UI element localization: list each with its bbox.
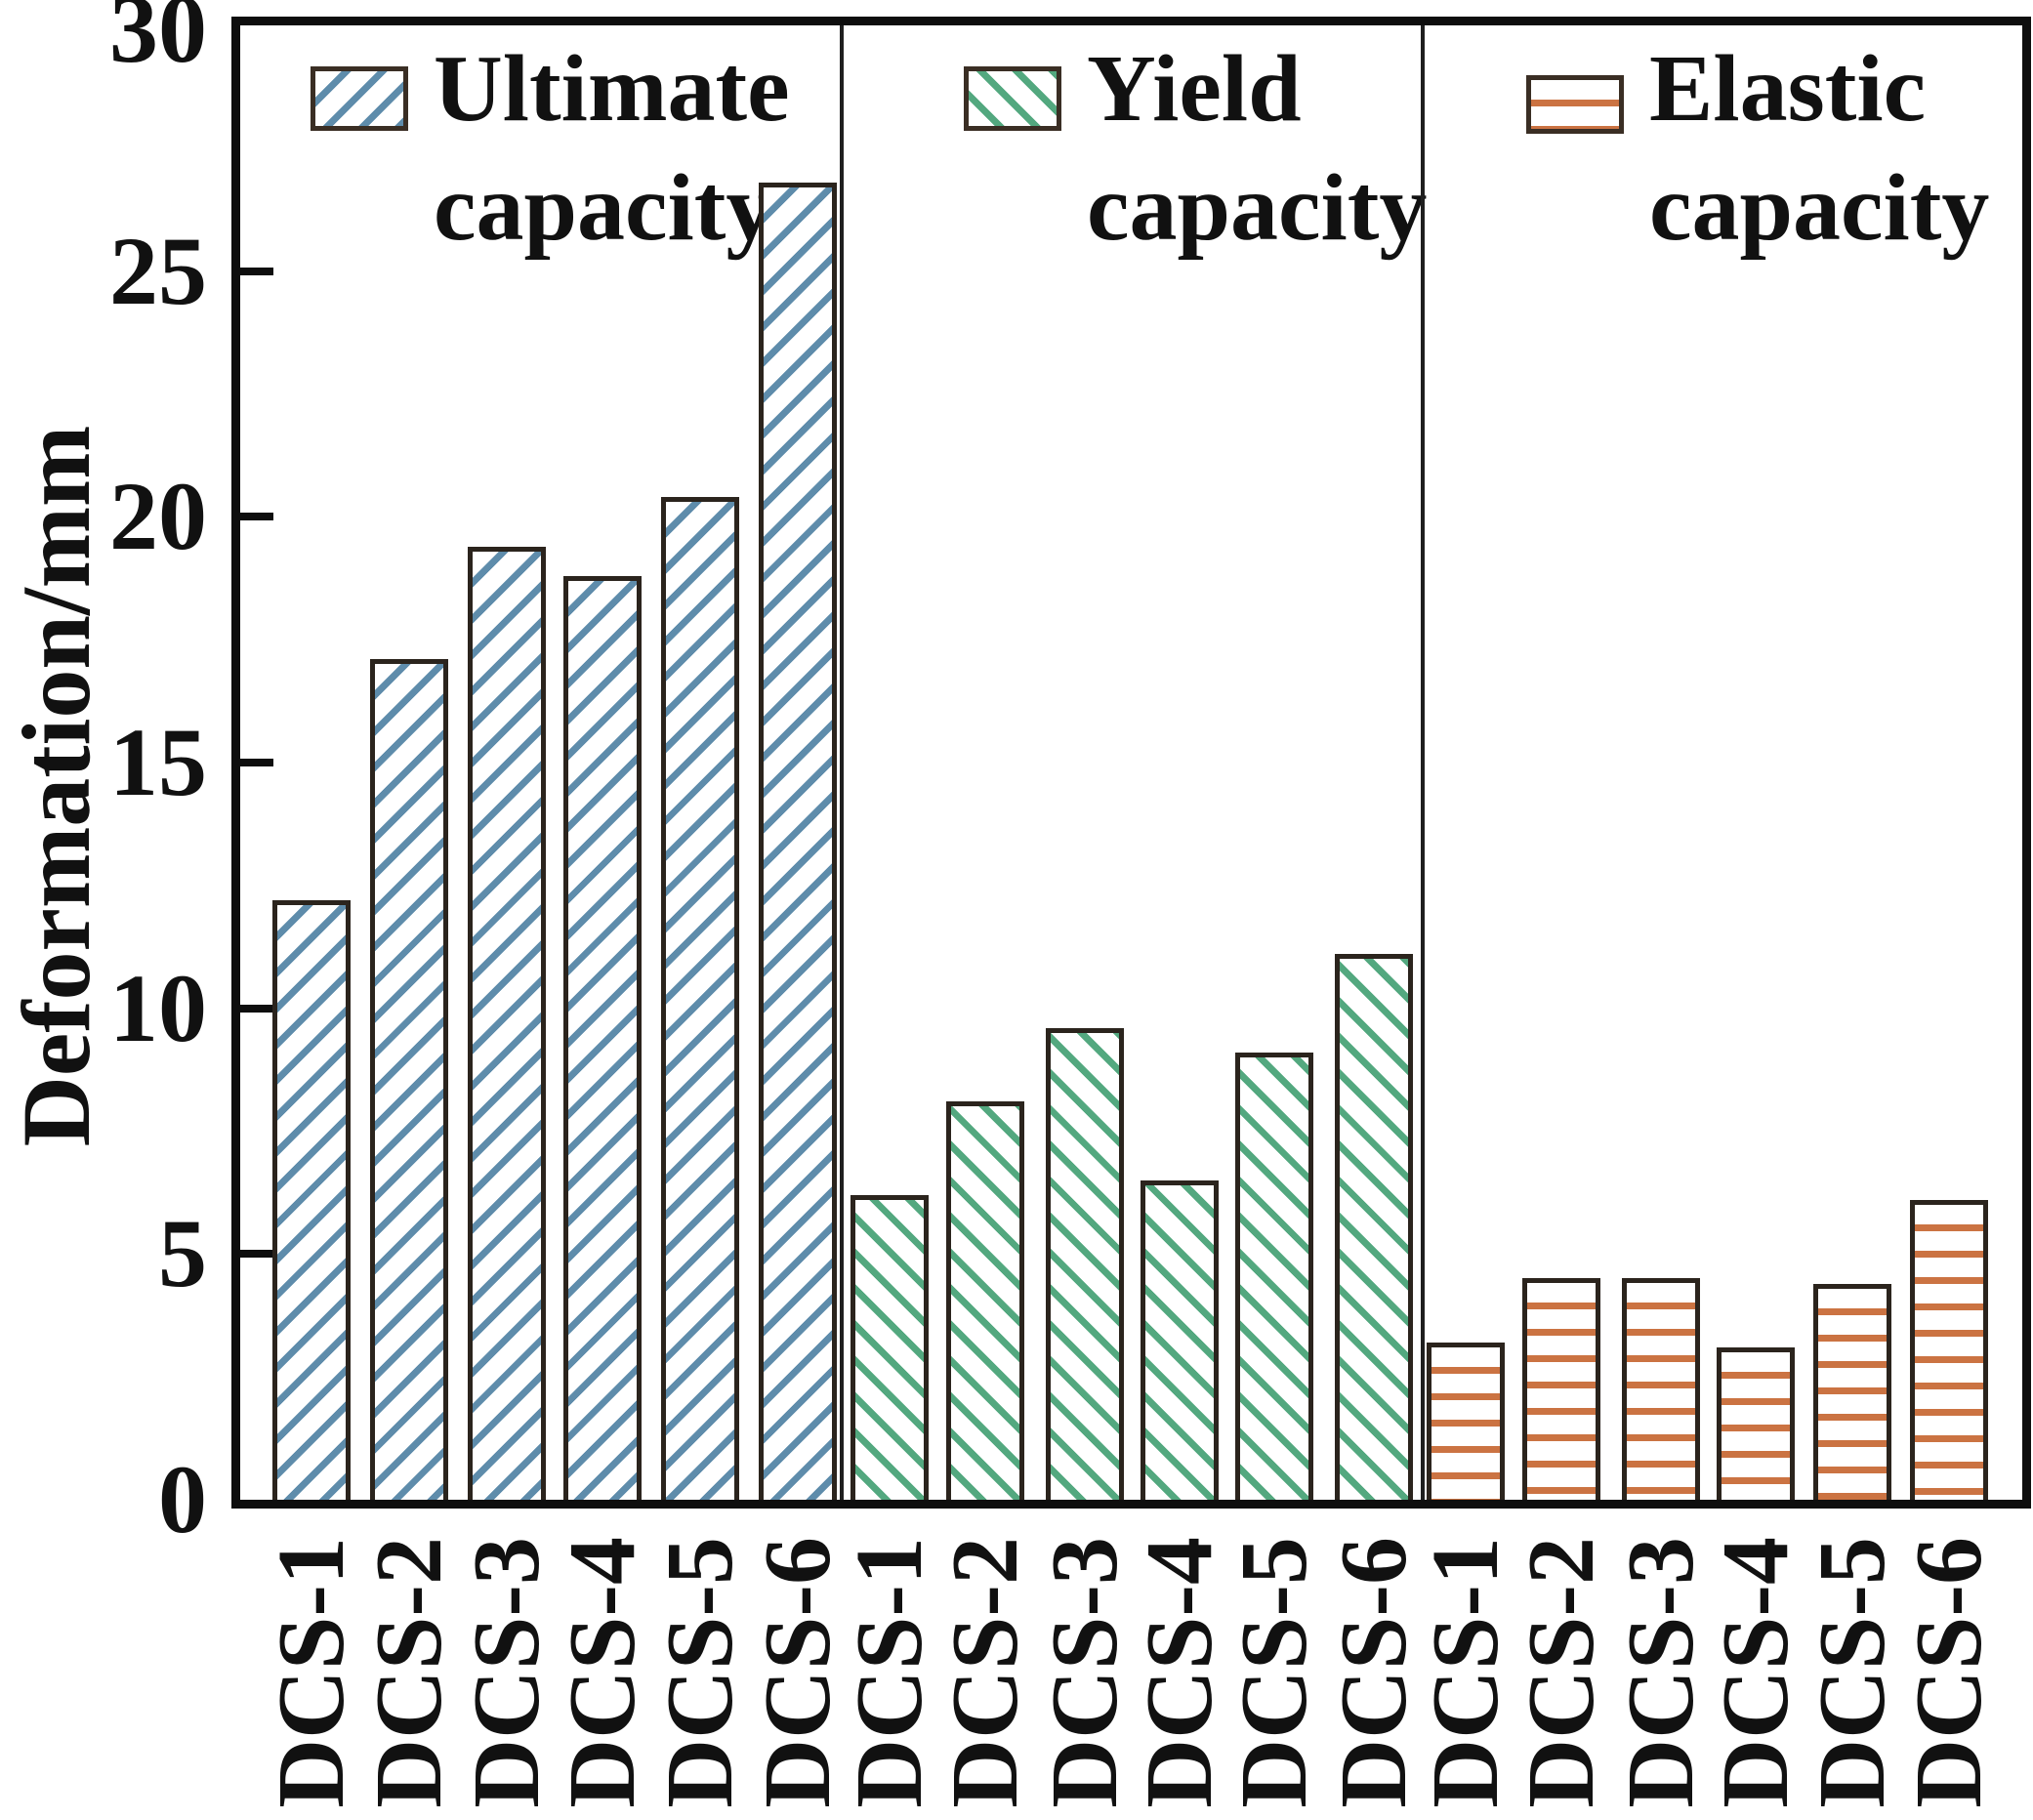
x-tick-label-elastic-dcs-4: DCS-4 — [1703, 1537, 1808, 1808]
bar-ultimate-dcs-2 — [370, 659, 448, 1500]
x-tick-label-elastic-dcs-5: DCS-5 — [1800, 1537, 1905, 1808]
bar-ultimate-dcs-1 — [272, 900, 351, 1500]
group-divider — [1421, 25, 1425, 1500]
bar-yield-dcs-6 — [1335, 954, 1413, 1500]
plot-area: Ultimate capacity Yield capacity Elastic… — [231, 17, 2031, 1509]
legend-label-line: Yield — [1087, 36, 1302, 142]
bar-yield-dcs-2 — [946, 1101, 1024, 1500]
legend-label-line: capacity — [434, 155, 774, 261]
bar-elastic-dcs-6 — [1910, 1200, 1988, 1500]
bar-elastic-dcs-5 — [1813, 1284, 1891, 1500]
x-tick-label-elastic-dcs-1: DCS-1 — [1413, 1537, 1518, 1808]
legend-item-ultimate: Ultimate capacity — [311, 29, 790, 268]
bar-ultimate-dcs-3 — [468, 547, 546, 1500]
x-tick-label-ultimate-dcs-6: DCS-6 — [745, 1537, 851, 1808]
x-tick-label-ultimate-dcs-1: DCS-1 — [259, 1537, 364, 1808]
y-axis-tick — [240, 1250, 273, 1259]
y-axis-tick — [240, 513, 273, 521]
legend-item-elastic: Elastic capacity — [1526, 29, 1989, 268]
x-tick-label-ultimate-dcs-3: DCS-3 — [454, 1537, 560, 1808]
bar-yield-dcs-3 — [1046, 1028, 1124, 1500]
x-tick-label-ultimate-dcs-4: DCS-4 — [550, 1537, 655, 1808]
bar-ultimate-dcs-6 — [759, 183, 837, 1500]
group-divider — [840, 25, 844, 1500]
legend-label-ultimate: Ultimate capacity — [434, 29, 790, 268]
y-tick-label: 25 — [109, 216, 207, 325]
bar-yield-dcs-4 — [1141, 1180, 1219, 1500]
y-axis-tick — [240, 1004, 273, 1013]
x-tick-label-yield-dcs-1: DCS-1 — [837, 1537, 942, 1808]
legend-label-yield: Yield capacity — [1087, 29, 1427, 268]
x-tick-label-ultimate-dcs-2: DCS-2 — [356, 1537, 462, 1808]
legend-swatch-yield-hatch-icon — [964, 66, 1061, 131]
legend-label-elastic: Elastic capacity — [1649, 29, 1989, 268]
bar-elastic-dcs-4 — [1717, 1347, 1795, 1500]
legend-swatch-elastic-hatch-icon — [1526, 75, 1624, 134]
x-tick-label-yield-dcs-2: DCS-2 — [933, 1537, 1038, 1808]
legend-swatch-ultimate-hatch-icon — [311, 66, 408, 131]
x-tick-label-yield-dcs-5: DCS-5 — [1222, 1537, 1327, 1808]
legend-label-line: capacity — [1649, 155, 1990, 261]
x-tick-label-elastic-dcs-2: DCS-2 — [1509, 1537, 1614, 1808]
bar-elastic-dcs-1 — [1427, 1343, 1505, 1500]
y-axis-tick — [240, 267, 273, 275]
y-tick-label: 0 — [158, 1445, 207, 1553]
bar-elastic-dcs-2 — [1522, 1278, 1600, 1500]
x-tick-label-elastic-dcs-6: DCS-6 — [1896, 1537, 2002, 1808]
x-tick-label-ultimate-dcs-5: DCS-5 — [647, 1537, 753, 1808]
x-tick-label-elastic-dcs-3: DCS-3 — [1608, 1537, 1714, 1808]
y-tick-label: 10 — [109, 953, 207, 1062]
y-axis-tick — [240, 759, 273, 766]
x-tick-label-yield-dcs-3: DCS-3 — [1032, 1537, 1138, 1808]
legend-label-line: Elastic — [1649, 36, 1927, 142]
y-tick-label: 30 — [109, 0, 207, 83]
x-tick-label-yield-dcs-4: DCS-4 — [1127, 1537, 1232, 1808]
bar-elastic-dcs-3 — [1622, 1278, 1700, 1500]
legend-label-line: Ultimate — [434, 36, 790, 142]
legend-label-line: capacity — [1087, 155, 1428, 261]
bar-yield-dcs-1 — [851, 1195, 929, 1500]
bar-ultimate-dcs-4 — [563, 576, 642, 1500]
x-tick-label-yield-dcs-6: DCS-6 — [1321, 1537, 1427, 1808]
bar-ultimate-dcs-5 — [661, 497, 739, 1500]
y-tick-label: 20 — [109, 462, 207, 571]
bar-yield-dcs-5 — [1235, 1053, 1313, 1500]
y-tick-label: 15 — [109, 708, 207, 816]
y-tick-label: 5 — [158, 1199, 207, 1308]
legend-item-yield: Yield capacity — [964, 29, 1427, 268]
